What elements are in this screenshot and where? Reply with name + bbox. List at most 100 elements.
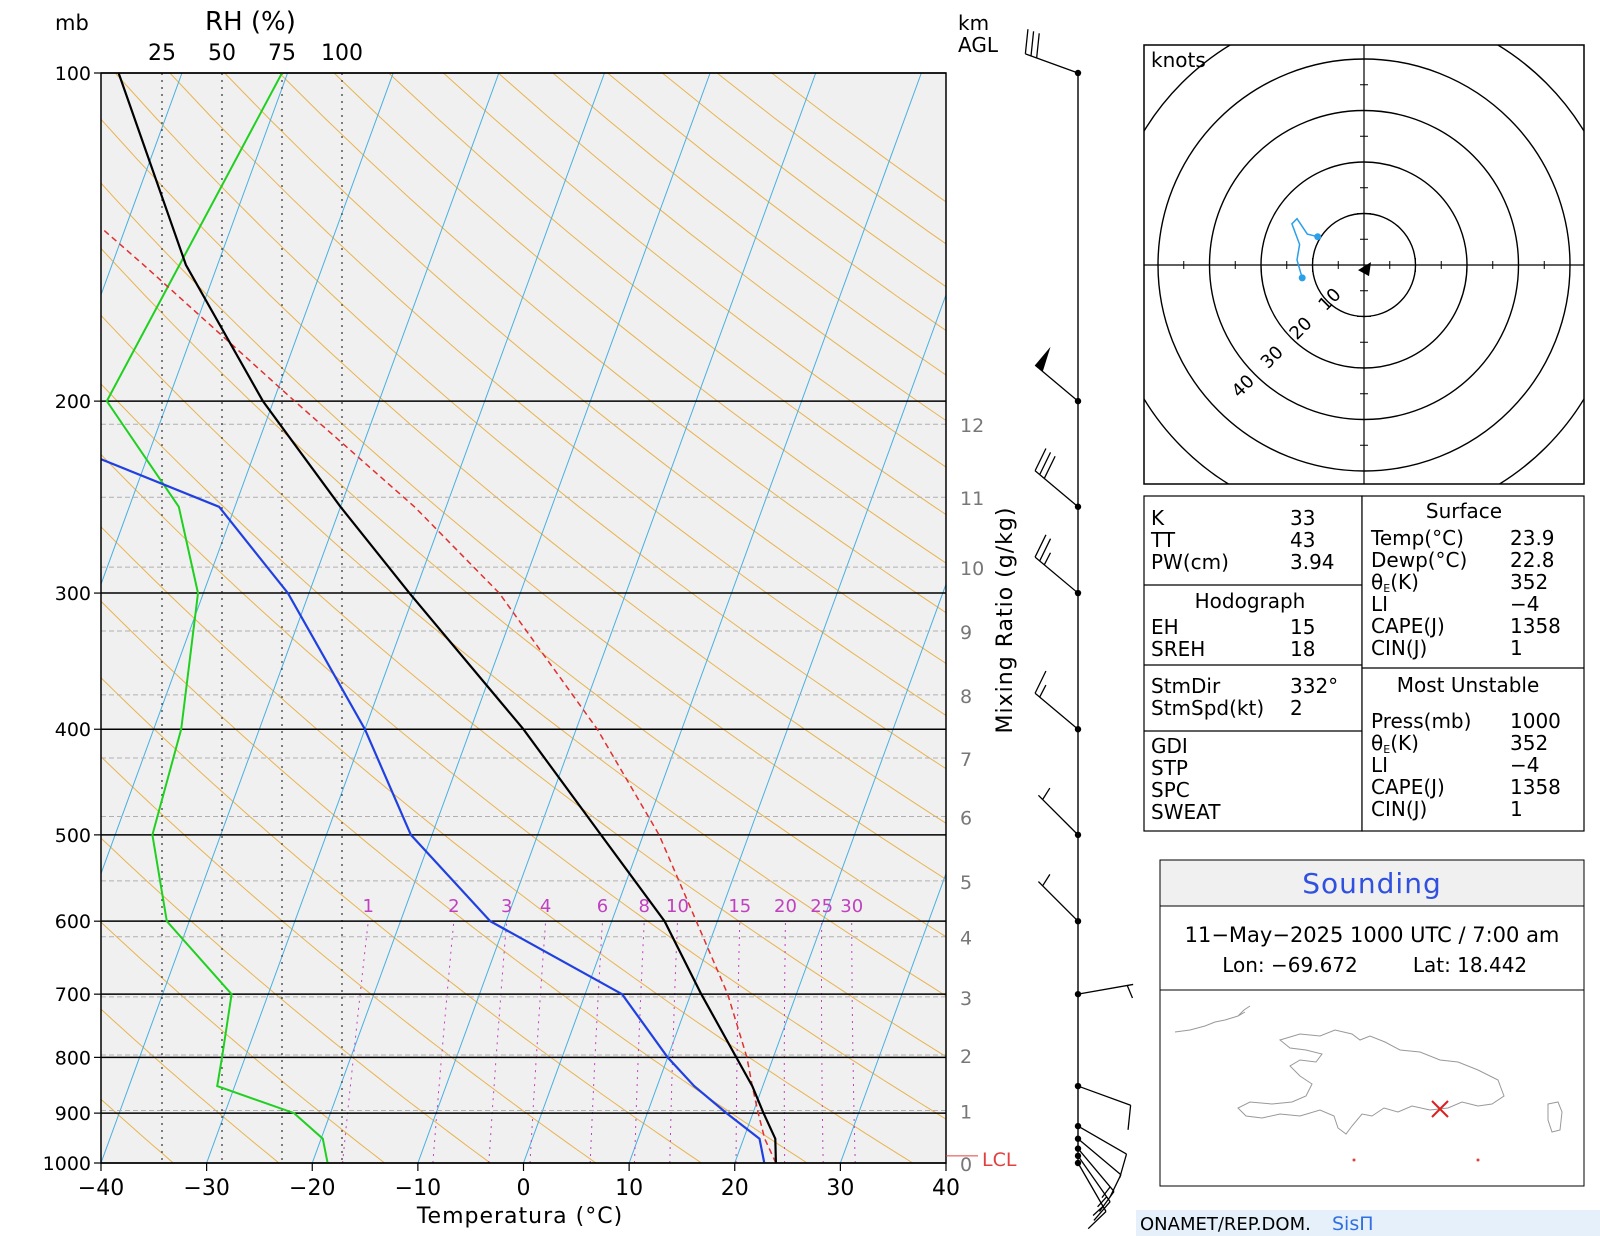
x-axis-title: Temperatura (°C): [416, 1204, 623, 1229]
pressure-tick-label: 100: [55, 63, 91, 85]
pressure-tick-label: 1000: [43, 1153, 91, 1175]
index-label: StmSpd(kt): [1151, 696, 1264, 720]
isotherm-line: [101, 73, 183, 297]
wind-barb-half-flag: [1039, 684, 1047, 698]
location-map: [1174, 1005, 1563, 1162]
wind-barb-shaft: [1077, 1125, 1127, 1155]
wind-barb: [1037, 874, 1082, 925]
mixing-ratio-label: 10: [666, 896, 689, 917]
wind-barb-flag: [1036, 33, 1040, 59]
height-tick-label: 4: [960, 928, 972, 950]
wind-barb: [1074, 1122, 1128, 1179]
hodograph-unit-label: knots: [1151, 48, 1206, 72]
index-label: Temp(°C): [1370, 526, 1464, 550]
wind-barb-flag: [1087, 1211, 1107, 1230]
temperature-tick-label: 40: [932, 1176, 960, 1201]
temperature-tick-label: 30: [826, 1176, 854, 1201]
index-value: −4: [1510, 753, 1539, 777]
storm-motion-icon: [1358, 262, 1371, 277]
isotherm-line: [101, 73, 289, 586]
footer: ONAMET/REP.DOM. SisΠ: [1136, 1210, 1600, 1236]
wind-barb: [1074, 1159, 1107, 1230]
rh-tick-label: 100: [321, 41, 363, 66]
wind-barb: [1074, 983, 1134, 999]
theta-e-unit: (K): [1390, 570, 1419, 594]
wind-barb-shaft: [1025, 53, 1079, 74]
mixing-ratio-label: 8: [639, 896, 650, 917]
dry-adiabat-line: [224, 73, 946, 665]
index-value: 1: [1510, 636, 1523, 660]
index-value: 1358: [1510, 614, 1561, 638]
dry-adiabat-line: [101, 837, 491, 1163]
wind-barb-half-flag: [1042, 874, 1051, 887]
wind-barb-flag: [1039, 538, 1052, 562]
footer-brand: SisΠ: [1332, 1213, 1374, 1235]
sounding-lon: Lon: −69.672: [1222, 953, 1358, 977]
profiles: [101, 73, 777, 1163]
wind-barb-flag: [1109, 1174, 1122, 1198]
surface-section-title: Surface: [1426, 499, 1502, 523]
footer-bar: [1136, 1210, 1600, 1236]
dry-adiabat-line: [101, 453, 946, 1120]
isotherm-line: [839, 872, 946, 1163]
index-label: TT: [1150, 528, 1176, 552]
plot-background: [101, 73, 946, 1163]
index-value: 15: [1290, 615, 1315, 639]
height-tick-label: 11: [960, 488, 984, 510]
index-label: LI: [1371, 753, 1388, 777]
indices-table: K 33 TT 43 PW(cm) 3.94 Hodograph EH 15 SREH 18 StmD…: [1143, 495, 1585, 832]
dry-adiabat-line: [101, 182, 946, 880]
index-value: 3.94: [1290, 550, 1335, 574]
isotherm-line: [417, 73, 817, 1163]
cuba-coastline: [1174, 1005, 1251, 1033]
dry-adiabat-line: [101, 118, 946, 824]
index-label: θE(K): [1371, 570, 1419, 595]
hodograph-start-point: [1298, 274, 1306, 282]
pressure-tick-label: 900: [55, 1103, 91, 1125]
mixing-ratio-label: 6: [597, 896, 608, 917]
wind-barb-flag: [1119, 1153, 1128, 1179]
index-label: StmDir: [1151, 674, 1221, 698]
dry-adiabat-line: [333, 73, 946, 564]
dry-adiabat-line: [101, 600, 808, 1163]
pressure-tick-label: 400: [55, 719, 91, 741]
index-value: 2: [1290, 696, 1303, 720]
height-tick-label: 8: [960, 686, 972, 708]
index-label: EH: [1151, 615, 1179, 639]
hodograph-section-title: Hodograph: [1195, 589, 1306, 613]
index-label: LI: [1371, 592, 1388, 616]
dry-adiabat-line: [169, 73, 946, 717]
wind-barb-shaft: [1077, 983, 1134, 995]
dry-adiabat-line: [388, 73, 946, 516]
temperature-tick-label: −10: [395, 1176, 441, 1201]
hodograph-end-point: [1314, 233, 1322, 241]
island-dot: [1476, 1158, 1480, 1162]
mixing-ratio-label: 4: [540, 896, 551, 917]
index-label: CAPE(J): [1371, 775, 1445, 799]
x-marker-icon: [1431, 1100, 1449, 1118]
theta-e-subscript: E: [1383, 582, 1390, 595]
mixing-ratio-label: 15: [728, 896, 751, 917]
parcel-path-line: [101, 226, 777, 1163]
sounding-lat: Lat: 18.442: [1413, 953, 1527, 977]
theta-e-subscript: E: [1383, 743, 1390, 756]
index-value: 33: [1290, 506, 1315, 530]
indices-right-frame: [1361, 495, 1585, 832]
height-tick-label: 9: [960, 622, 972, 644]
wind-barb-shaft: [1077, 1162, 1107, 1212]
wind-barb: [1034, 448, 1082, 510]
wind-barb-shaft: [1037, 794, 1079, 836]
wind-barb-pennant: [1035, 346, 1051, 372]
height-tick-label: 12: [960, 415, 984, 437]
indices-left-frame: [1143, 495, 1363, 832]
sounding-info-box: Sounding 11−May−2025 1000 UTC / 7:00 am …: [1159, 859, 1585, 1187]
wind-barb: [1024, 29, 1082, 77]
temperature-tick-label: −30: [183, 1176, 229, 1201]
rh-axis-title: RH (%): [205, 7, 296, 37]
wind-barb-flag: [1024, 29, 1029, 54]
index-value: 43: [1290, 528, 1315, 552]
wind-barb-column: [1024, 29, 1134, 1230]
